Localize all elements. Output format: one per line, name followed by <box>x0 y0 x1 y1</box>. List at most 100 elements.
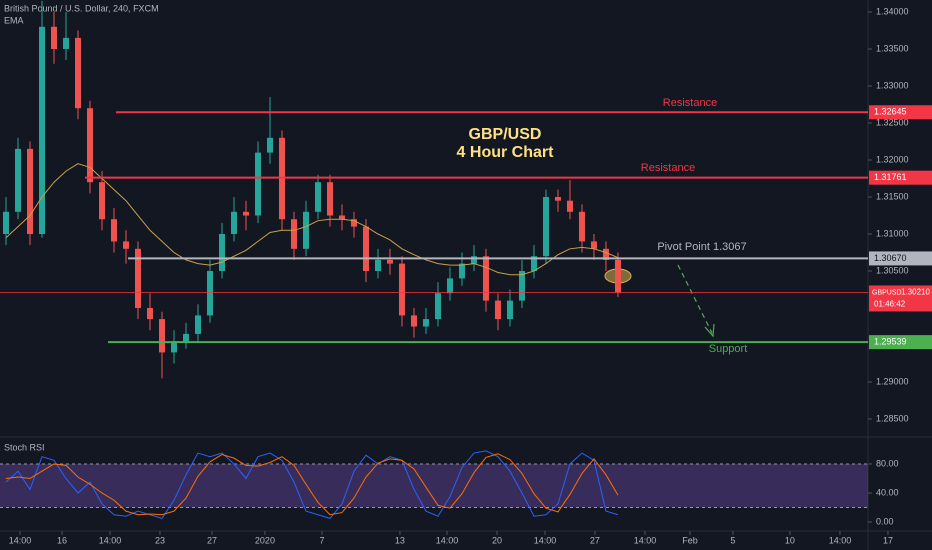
candle-body <box>530 256 537 272</box>
candle-body <box>134 248 141 309</box>
candle-body <box>2 211 9 235</box>
x-tick-label: 2020 <box>255 535 275 545</box>
candle-body <box>86 108 93 183</box>
candle-body <box>542 197 549 257</box>
y-tick-label: 0.00 <box>876 516 894 526</box>
price-tag <box>869 251 932 266</box>
stoch-line <box>5 453 619 516</box>
x-tick-label: 14:00 <box>99 535 122 545</box>
x-tick-label: Feb <box>682 535 698 545</box>
candle-body <box>398 263 405 316</box>
candle-body <box>446 278 453 294</box>
arrow-head <box>704 323 715 338</box>
candle-body <box>254 152 261 216</box>
level-text: Resistance <box>641 162 695 174</box>
price-tag-label: 1.32645 <box>874 107 907 117</box>
candle-body <box>122 241 129 249</box>
x-tick-label: 27 <box>590 535 600 545</box>
band <box>0 463 868 508</box>
x-tick-label: 13 <box>395 535 405 545</box>
candle-body <box>206 271 213 316</box>
candle-body <box>314 182 321 212</box>
candle-body <box>38 26 45 235</box>
y-tick-label: 1.29000 <box>876 376 909 386</box>
candle-body <box>494 300 501 320</box>
candle-body <box>302 211 309 249</box>
candle-body <box>50 26 57 49</box>
candle-body <box>566 200 573 212</box>
x-tick-label: 10 <box>785 535 795 545</box>
x-tick-label: 14:00 <box>534 535 557 545</box>
candle-body <box>410 315 417 327</box>
candle-body <box>506 300 513 320</box>
candle-body <box>194 315 201 334</box>
y-tick-label: 1.33500 <box>876 43 909 53</box>
candle-body <box>230 211 237 235</box>
level-text: Resistance <box>663 97 717 109</box>
candle-body <box>182 333 189 342</box>
price-tag-label: 1.31761 <box>874 172 907 182</box>
price-tag-label: 1.30670 <box>874 253 907 263</box>
candle-body <box>26 148 33 235</box>
candle-body <box>242 211 249 216</box>
candle-body <box>338 215 345 220</box>
x-tick-label: 7 <box>319 535 324 545</box>
candle-body <box>326 182 333 216</box>
candle-body <box>554 197 561 201</box>
y-tick-label: 1.32000 <box>876 154 909 164</box>
candle-body <box>422 319 429 327</box>
x-tick-label: 16 <box>57 535 67 545</box>
candle-body <box>578 211 585 242</box>
y-tick-label: 1.34000 <box>876 6 909 16</box>
forecast-arrow <box>677 264 713 334</box>
price-tag <box>869 335 932 350</box>
current-label: 1.30210 <box>901 288 930 297</box>
y-tick-label: 1.31500 <box>876 191 909 201</box>
countdown: 01:46:42 <box>874 300 906 309</box>
candle-body <box>386 259 393 264</box>
price-tag <box>869 170 932 185</box>
x-tick-label: 17 <box>883 535 893 545</box>
level-text: Support <box>709 343 748 355</box>
y-tick-label: 80.00 <box>876 458 899 468</box>
indicator-label: EMA <box>4 15 24 25</box>
candle-body <box>170 341 177 353</box>
stoch-label: Stoch RSI <box>4 442 45 452</box>
candle-body <box>74 37 81 109</box>
candle-body <box>602 248 609 260</box>
y-tick-label: 1.33000 <box>876 80 909 90</box>
candle-body <box>458 263 465 279</box>
candle-body <box>110 219 117 242</box>
chart-title: GBP/USD <box>469 126 542 143</box>
price-tag-label: 1.29539 <box>874 337 907 347</box>
chart-subtitle: 4 Hour Chart <box>457 144 555 161</box>
candle-body <box>350 219 357 227</box>
y-tick-label: 1.30500 <box>876 265 909 275</box>
stoch-line <box>5 450 619 519</box>
candle-body <box>266 137 273 153</box>
candle-body <box>482 256 489 301</box>
y-tick-label: 40.00 <box>876 487 899 497</box>
x-tick-label: 23 <box>155 535 165 545</box>
candle-body <box>218 234 225 272</box>
x-tick-label: 20 <box>492 535 502 545</box>
candle-body <box>146 308 153 320</box>
candle-body <box>290 219 297 249</box>
x-tick-label: 27 <box>207 535 217 545</box>
x-tick-label: 14:00 <box>634 535 657 545</box>
candle-body <box>470 256 477 264</box>
current-tag <box>869 285 932 312</box>
candle-body <box>434 293 441 320</box>
candle-body <box>62 37 69 49</box>
y-tick-label: 1.28500 <box>876 413 909 423</box>
y-tick-label: 1.31000 <box>876 228 909 238</box>
candle-body <box>518 271 525 301</box>
candle-body <box>98 182 105 220</box>
candle-body <box>374 259 381 272</box>
candle-body <box>158 319 165 353</box>
current-symbol: GBPUSD <box>872 289 902 296</box>
x-tick-label: 14:00 <box>436 535 459 545</box>
ema-line <box>5 163 619 276</box>
